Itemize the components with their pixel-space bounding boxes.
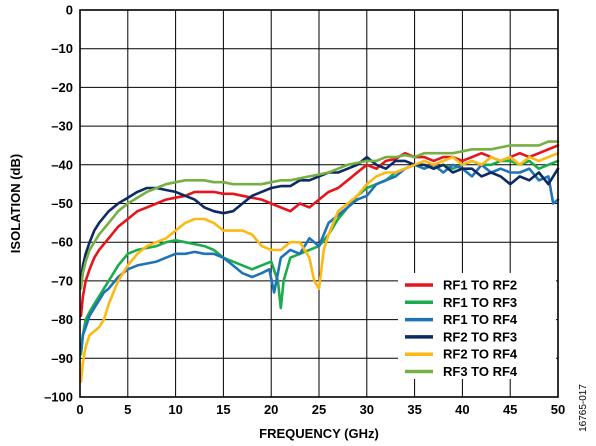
legend: RF1 TO RF2 RF1 TO RF3 RF1 TO RF4 RF2 TO RF3… [398,273,556,379]
y-tick-label: –70 [51,273,73,288]
series-line-5 [79,151,560,383]
y-tick-label: 0 [66,3,73,18]
figure-id: 16765-017 [578,384,589,432]
series-line-3 [79,163,560,352]
x-tick-label: 0 [76,402,83,417]
y-tick-label: –20 [51,80,73,95]
x-tick-label: 15 [216,402,230,417]
y-tick-label: –80 [51,312,73,327]
y-axis-title: ISOLATION (dB) [8,154,23,253]
x-tick-label: 45 [503,402,517,417]
x-tick-label: 40 [455,402,469,417]
x-tick-label: 30 [360,402,374,417]
y-tick-label: –50 [51,196,73,211]
legend-label: RF2 TO RF4 [443,347,518,362]
legend-label: RF2 TO RF3 [443,329,517,344]
y-tick-label: –30 [51,119,73,134]
series-line-4 [79,155,560,283]
x-tick-label: 20 [264,402,278,417]
x-tick-labels: 0 5 10 15 20 25 30 35 40 45 50 [76,402,565,417]
y-tick-labels: 0 –10 –20 –30 –40 –50 –60 –70 –80 –90 –100 [44,3,73,405]
x-tick-label: 50 [551,402,565,417]
plot-frame [79,9,559,398]
x-tick-label: 25 [312,402,326,417]
y-tick-label: –40 [51,157,73,172]
legend-label: RF1 TO RF2 [443,278,517,293]
legend-background [398,273,556,379]
series-line-6 [79,140,560,290]
series-line-1 [79,144,560,318]
legend-label: RF1 TO RF3 [443,295,517,310]
y-tick-label: –60 [51,235,73,250]
legend-label: RF3 TO RF4 [443,364,518,379]
y-tick-label: –10 [51,41,73,56]
x-tick-label: 10 [168,402,182,417]
x-axis-title: FREQUENCY (GHz) [259,426,379,441]
legend-label: RF1 TO RF4 [443,312,518,327]
x-tick-label: 35 [407,402,421,417]
y-tick-label: –100 [44,390,73,405]
x-tick-label: 5 [124,402,131,417]
y-tick-label: –90 [51,351,73,366]
series-layer [79,140,560,383]
